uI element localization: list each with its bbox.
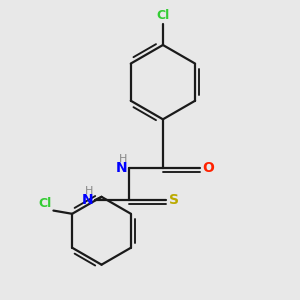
- Text: Cl: Cl: [156, 9, 170, 22]
- Text: Cl: Cl: [39, 196, 52, 210]
- Text: H: H: [119, 154, 127, 164]
- Text: H: H: [85, 186, 93, 196]
- Text: N: N: [82, 193, 93, 207]
- Text: N: N: [116, 161, 127, 175]
- Text: O: O: [203, 161, 214, 175]
- Text: S: S: [169, 193, 179, 207]
